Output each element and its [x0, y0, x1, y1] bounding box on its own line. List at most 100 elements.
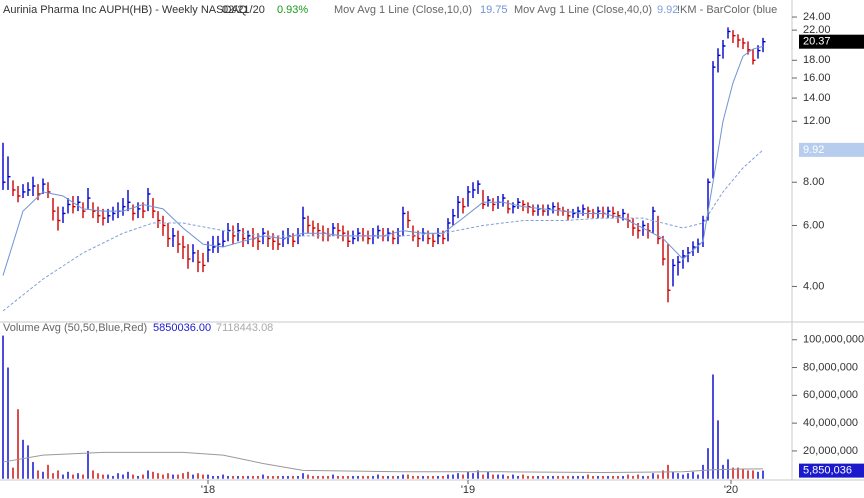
volume-bar	[517, 475, 519, 479]
moving-average	[2, 451, 764, 473]
volume-bar	[207, 474, 209, 479]
volume-bar	[652, 473, 654, 479]
volume-bar	[117, 473, 119, 479]
volume-bar	[597, 475, 599, 479]
volume-bar	[17, 409, 19, 479]
volume-bar	[37, 470, 39, 479]
volume-bar	[397, 475, 399, 479]
volume-bar	[317, 475, 319, 479]
volume-bar	[712, 374, 714, 479]
volume-bar	[102, 474, 104, 479]
y-tick-label: 60,000,000	[803, 389, 858, 401]
volume-bar	[332, 474, 334, 479]
volume-bar	[477, 470, 479, 479]
volume-bar	[352, 475, 354, 479]
volume-bar	[672, 471, 674, 479]
volume-bar	[757, 471, 759, 479]
y-tick-label: 20,000,000	[803, 445, 858, 457]
volume-bar	[362, 475, 364, 479]
volume-bar	[7, 367, 9, 479]
volume-bar	[72, 474, 74, 479]
volume-bar	[532, 475, 534, 479]
volume-bar	[527, 475, 529, 479]
volume-bar	[512, 474, 514, 479]
volume-bar	[497, 474, 499, 479]
volume-average-readout: 7118443.08	[216, 322, 273, 334]
volume-bar	[222, 474, 224, 479]
volume-bar	[642, 475, 644, 479]
volume-bar	[372, 475, 374, 479]
volume-bar	[327, 475, 329, 479]
volume-bar	[472, 473, 474, 479]
volume-bar	[687, 473, 689, 479]
volume-bar	[617, 475, 619, 479]
y-tick-label: 12.00	[803, 115, 831, 127]
volume-bar	[537, 475, 539, 479]
volume-bar	[587, 474, 589, 479]
volume-bar	[677, 473, 679, 479]
ma-value-label: 9.92	[803, 144, 824, 156]
volume-bar	[442, 475, 444, 479]
volume-bar	[662, 470, 664, 479]
volume-bar	[272, 475, 274, 479]
volume-bar	[287, 475, 289, 479]
volume-bar	[622, 475, 624, 479]
y-tick-label: 100,000,000	[803, 334, 864, 346]
volume-bar	[387, 475, 389, 479]
date: 02/21/20	[222, 4, 265, 16]
moving-average	[2, 45, 764, 276]
y-tick-label: 16.00	[803, 72, 831, 84]
volume-bar	[342, 475, 344, 479]
last-price-label: 20.37	[803, 36, 831, 48]
volume-title: Volume Avg (50,50,Blue,Red)	[3, 322, 147, 334]
volume-bar	[187, 471, 189, 479]
volume-bar	[32, 462, 34, 479]
volume-bar	[407, 474, 409, 479]
y-tick-label: 6.00	[803, 219, 824, 231]
volume-bar	[167, 473, 169, 479]
volume-bar	[417, 475, 419, 479]
volume-bar	[447, 474, 449, 479]
volume-bar	[357, 475, 359, 479]
volume-bar	[552, 475, 554, 479]
volume-bar	[92, 470, 94, 479]
volume-bar	[87, 450, 89, 479]
volume-bar	[742, 469, 744, 479]
volume-bar	[707, 448, 709, 479]
volume-bar	[462, 474, 464, 479]
x-tick-label: '18	[201, 484, 215, 496]
volume-bar	[732, 467, 734, 479]
y-tick-label: 24.00	[803, 11, 831, 23]
volume-bar	[392, 475, 394, 479]
volume-bar	[262, 474, 264, 479]
volume-readout: 5850036.00	[153, 322, 211, 334]
volume-bar	[697, 474, 699, 479]
ma-value-box	[799, 142, 864, 157]
x-tick-label: '20	[724, 484, 738, 496]
volume-bar	[607, 475, 609, 479]
volume-bar	[2, 335, 4, 479]
volume-bar	[292, 475, 294, 479]
volume-bar	[137, 475, 139, 479]
volume-bar	[157, 473, 159, 479]
last-volume-box	[799, 463, 864, 478]
volume-bar	[592, 475, 594, 479]
volume-bar	[267, 475, 269, 479]
volume-bar	[162, 474, 164, 479]
volume-bar	[182, 473, 184, 479]
volume-bar	[722, 464, 724, 479]
volume-bar	[747, 470, 749, 479]
volume-bar	[52, 473, 54, 479]
volume-bar	[422, 475, 424, 479]
volume-bar	[717, 420, 719, 479]
volume-bar	[492, 474, 494, 479]
volume-bar	[42, 471, 44, 479]
volume-bar	[632, 475, 634, 479]
volume-bar	[132, 474, 134, 479]
volume-bar	[377, 474, 379, 479]
y-tick-label: 8.00	[803, 176, 824, 188]
volume-bar	[67, 471, 69, 479]
volume-bar	[82, 474, 84, 479]
